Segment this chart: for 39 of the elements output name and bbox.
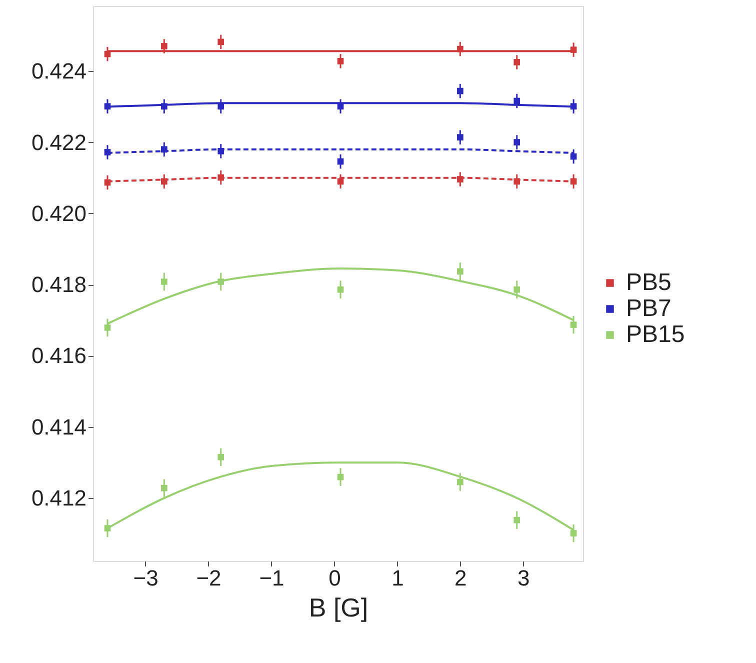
point (570, 322, 577, 328)
point (161, 278, 168, 285)
point (570, 530, 577, 536)
point (457, 134, 464, 140)
y-tick-label: 0.424 (31, 58, 86, 84)
point (457, 478, 464, 486)
x-tick-label: −2 (196, 566, 222, 590)
point (337, 158, 344, 165)
x-tick-label: −3 (133, 566, 158, 590)
x-tick-label: −1 (259, 566, 284, 590)
point (337, 58, 344, 64)
y-tick-label: 0.412 (31, 486, 86, 511)
point (104, 324, 111, 331)
point (514, 516, 520, 524)
point (218, 454, 224, 460)
point (337, 474, 344, 480)
point (514, 139, 520, 146)
point (218, 38, 224, 46)
x-axis-title: B [G] (308, 592, 368, 622)
y-tick-label: 0.422 (31, 130, 86, 155)
legend-label: PB7 (626, 295, 672, 322)
point (457, 88, 464, 94)
point (161, 43, 168, 50)
x-tick-label: 2 (454, 566, 467, 590)
x-tick-label: 1 (392, 566, 404, 590)
x-tick-label: 0 (328, 566, 341, 590)
y-tick-label: 0.418 (31, 272, 86, 298)
point (457, 268, 464, 275)
point (161, 484, 168, 492)
y-tick-label: 0.414 (31, 414, 86, 440)
y-tick-label: 0.420 (31, 200, 86, 226)
point (514, 59, 520, 66)
point (514, 286, 520, 293)
point (514, 98, 520, 104)
y-tick-label: 0.416 (31, 343, 86, 368)
point (337, 286, 344, 293)
x-tick-label: 3 (518, 566, 530, 590)
legend-label: PB5 (626, 269, 672, 296)
legend-label: PB15 (626, 321, 685, 348)
